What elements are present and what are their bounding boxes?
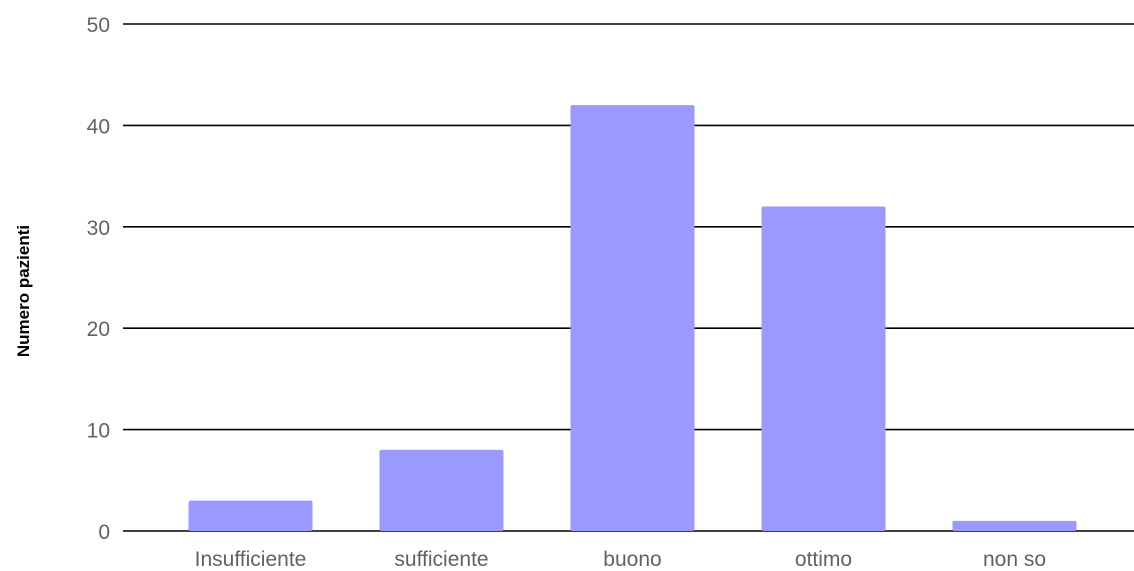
y-tick-label: 20 — [87, 318, 110, 341]
y-tick-label: 40 — [87, 115, 110, 138]
y-tick-label: 10 — [87, 420, 110, 443]
bars — [188, 105, 1077, 532]
bar-sufficiente — [379, 449, 504, 531]
bar-buono — [570, 105, 695, 532]
y-axis-title: Numero pazienti — [14, 225, 33, 357]
bar-ottimo — [761, 206, 886, 531]
y-axis-ticks: 0 10 20 30 40 50 — [87, 14, 110, 544]
bar-non-so — [952, 520, 1077, 531]
x-tick-label: non so — [983, 548, 1046, 571]
y-tick-label: 30 — [87, 217, 110, 240]
bar-insufficiente — [188, 500, 313, 531]
y-tick-label: 50 — [87, 14, 110, 37]
x-tick-label: ottimo — [795, 548, 852, 571]
x-axis-ticks: Insufficiente sufficiente buono ottimo non s… — [195, 548, 1046, 571]
x-tick-label: buono — [603, 548, 661, 571]
x-tick-label: Insufficiente — [195, 548, 307, 571]
y-tick-label: 0 — [98, 521, 110, 544]
x-tick-label: sufficiente — [394, 548, 488, 571]
